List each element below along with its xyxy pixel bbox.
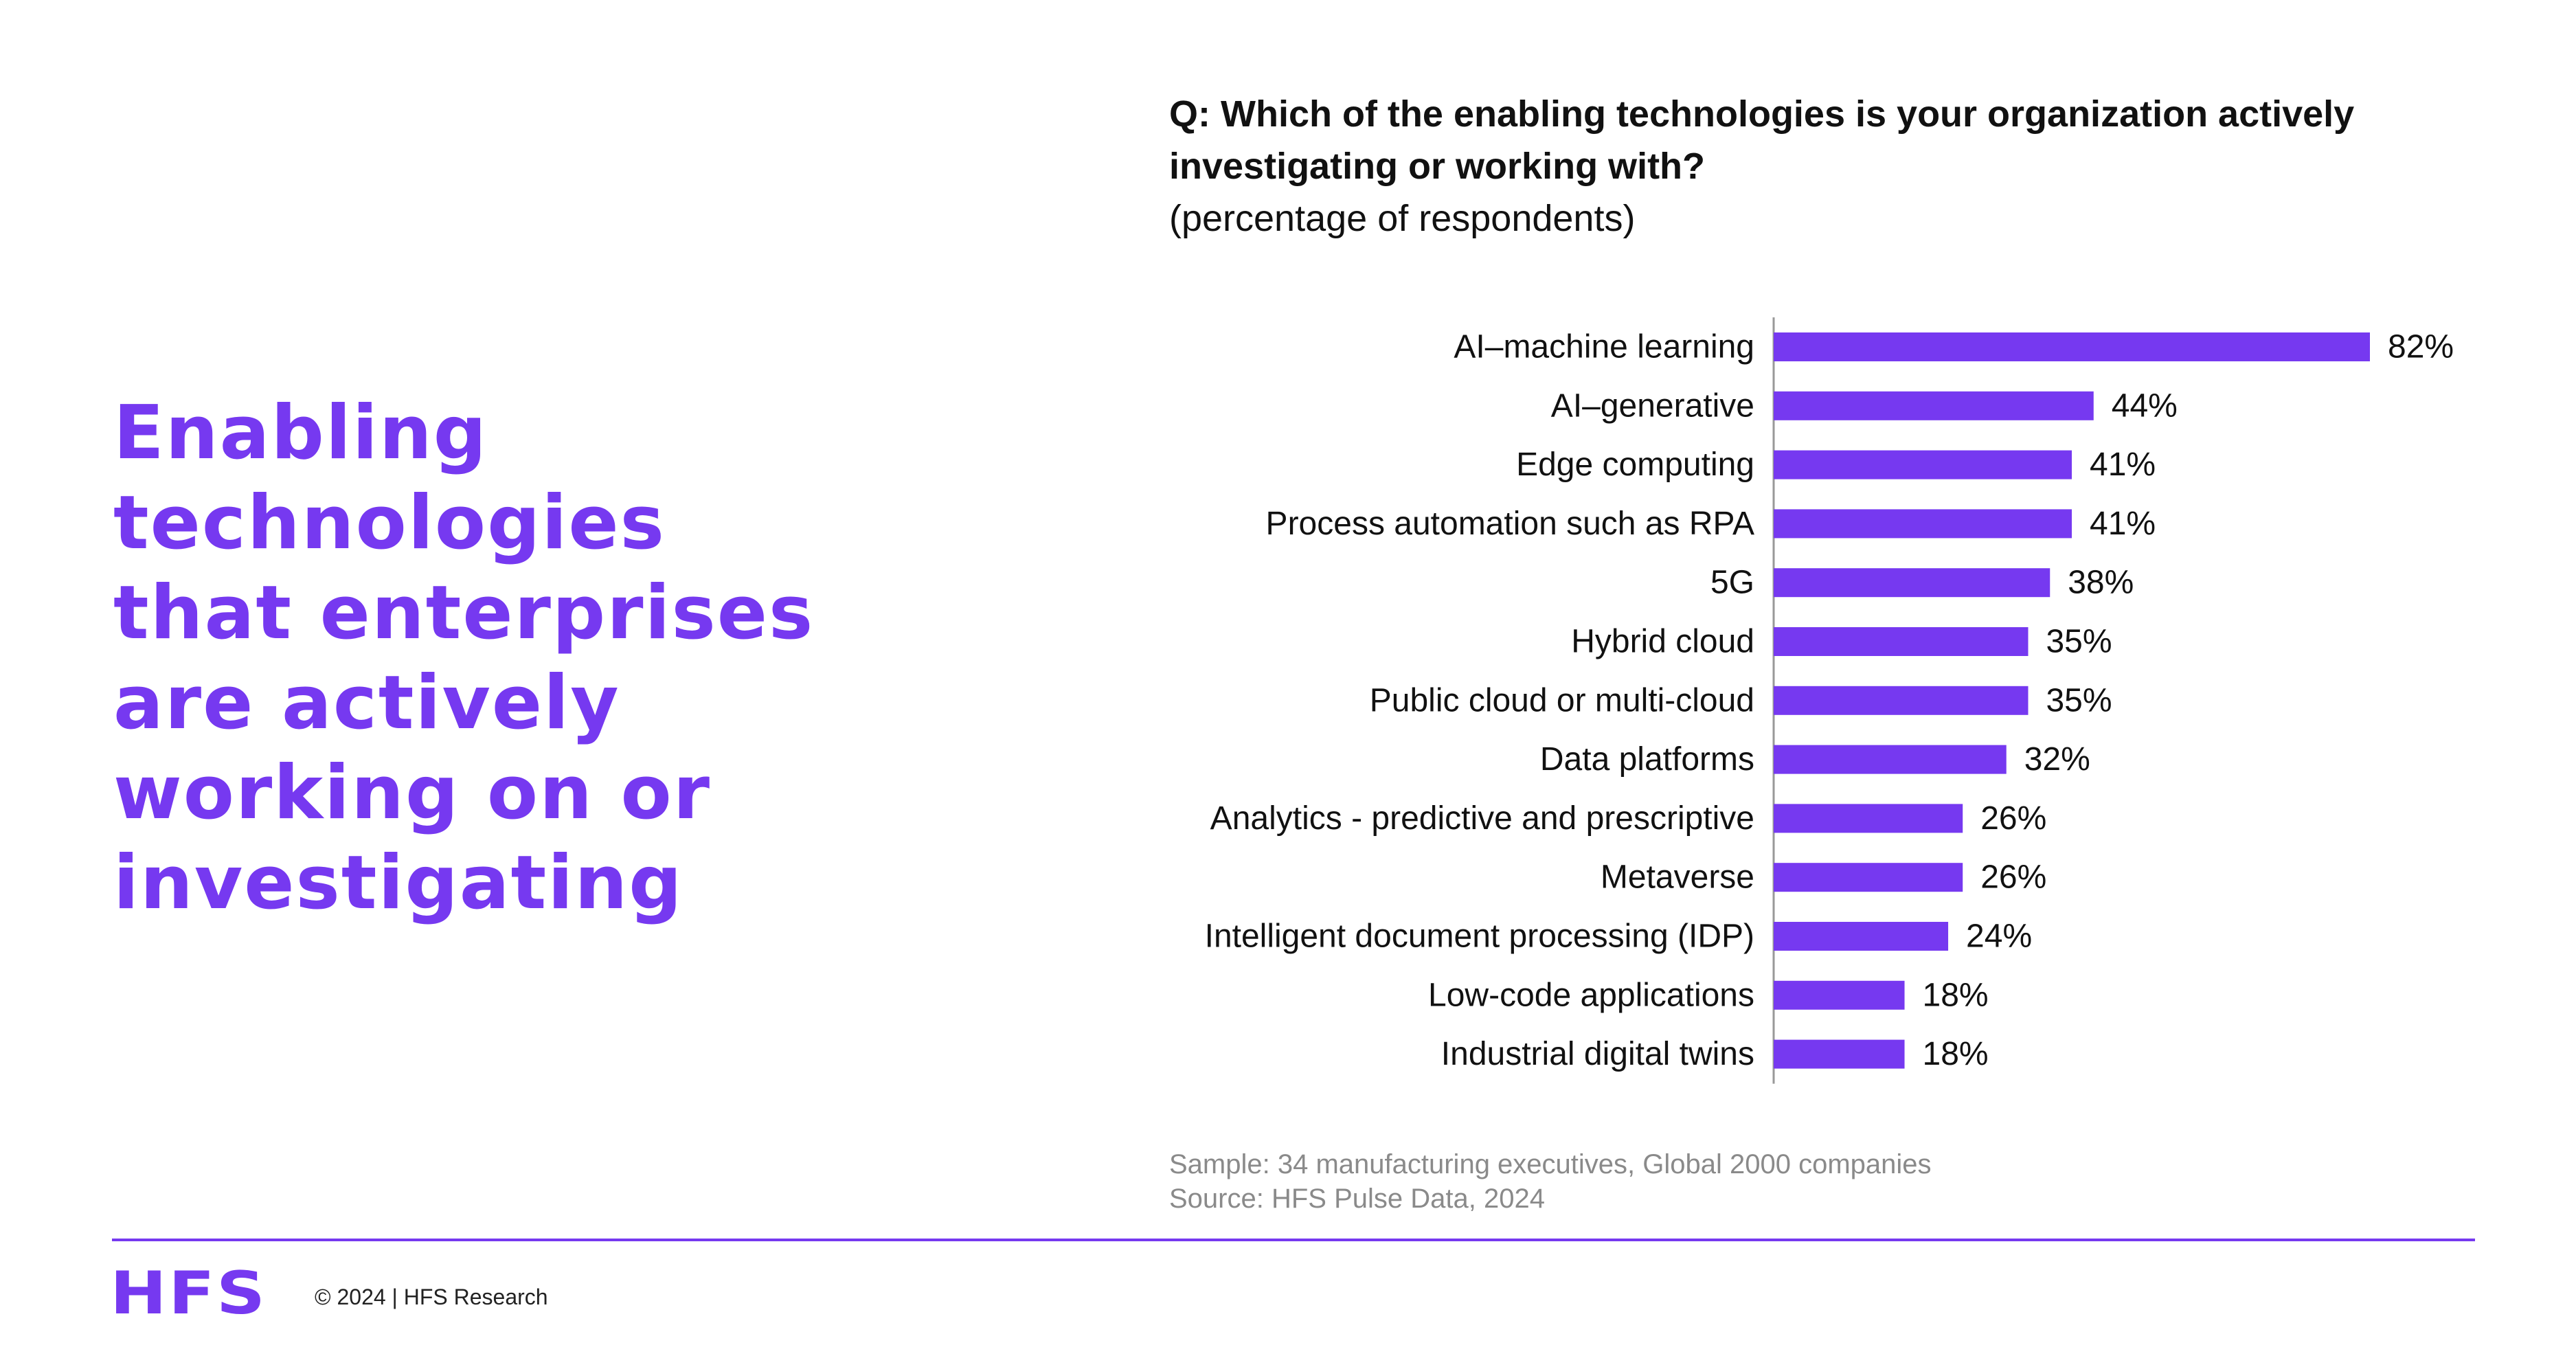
data-label: 82% — [2388, 329, 2454, 365]
bar — [1774, 627, 2029, 656]
category-label: AI–generative — [1551, 387, 1754, 424]
headline: Enabling technologies that enterprises a… — [113, 388, 1075, 928]
bar — [1774, 686, 2029, 715]
bar-chart: AI–machine learning 82% AI–generative 44% Ed… — [1205, 317, 2454, 1084]
bar — [1774, 863, 1963, 892]
hfs-logo: HFS — [110, 1259, 267, 1328]
data-label: 26% — [1980, 800, 2046, 837]
question-subtitle: (percentage of respondents) — [1169, 198, 1636, 239]
category-label: Process automation such as RPA — [1266, 506, 1754, 542]
category-label: Public cloud or multi-cloud — [1370, 682, 1754, 719]
category-label: 5G — [1710, 565, 1754, 601]
headline-line: Enabling — [113, 390, 488, 476]
data-label: 32% — [2024, 741, 2090, 778]
headline-line: are actively — [113, 660, 620, 746]
footer-divider — [112, 1239, 2475, 1241]
chart-question: Q: Which of the enabling technologies is… — [1169, 88, 2474, 245]
data-label: 44% — [2112, 387, 2178, 424]
data-label: 26% — [1980, 859, 2046, 896]
source-note: Source: HFS Pulse Data, 2024 — [1169, 1184, 1545, 1214]
chart-notes: Sample: 34 manufacturing executives, Glo… — [1169, 1147, 1932, 1216]
data-label: 18% — [1923, 977, 1989, 1013]
bar — [1774, 332, 2370, 361]
category-label: AI–machine learning — [1454, 329, 1754, 365]
data-label: 18% — [1923, 1036, 1989, 1072]
bar — [1774, 1039, 1905, 1069]
bar — [1774, 980, 1905, 1010]
sample-note: Sample: 34 manufacturing executives, Glo… — [1169, 1149, 1932, 1179]
category-label: Intelligent document processing (IDP) — [1205, 918, 1754, 955]
category-label: Data platforms — [1540, 741, 1754, 778]
data-label: 35% — [2046, 682, 2112, 719]
data-label: 38% — [2068, 565, 2134, 601]
data-label: 41% — [2090, 447, 2156, 483]
bar — [1774, 745, 2007, 774]
category-label: Analytics - predictive and prescriptive — [1210, 800, 1754, 837]
bar — [1774, 804, 1963, 833]
bar — [1774, 922, 1949, 951]
category-label: Hybrid cloud — [1571, 624, 1754, 660]
category-label: Edge computing — [1516, 447, 1754, 483]
category-label: Low-code applications — [1428, 977, 1754, 1013]
bar — [1774, 391, 2094, 420]
copyright-text: © 2024 | HFS Research — [315, 1285, 548, 1309]
category-label: Industrial digital twins — [1441, 1036, 1754, 1072]
headline-line: technologies — [113, 480, 666, 566]
headline-line: investigating — [113, 840, 683, 926]
data-label: 35% — [2046, 624, 2112, 660]
data-label: 24% — [1966, 918, 2032, 955]
headline-line: working on or — [113, 750, 712, 836]
bar — [1774, 450, 2072, 479]
bar — [1774, 509, 2072, 539]
headline-line: that enterprises — [113, 570, 815, 656]
bar — [1774, 568, 2050, 598]
question-text: Q: Which of the enabling technologies is… — [1169, 93, 2355, 187]
category-label: Metaverse — [1601, 859, 1754, 896]
data-label: 41% — [2090, 506, 2156, 542]
